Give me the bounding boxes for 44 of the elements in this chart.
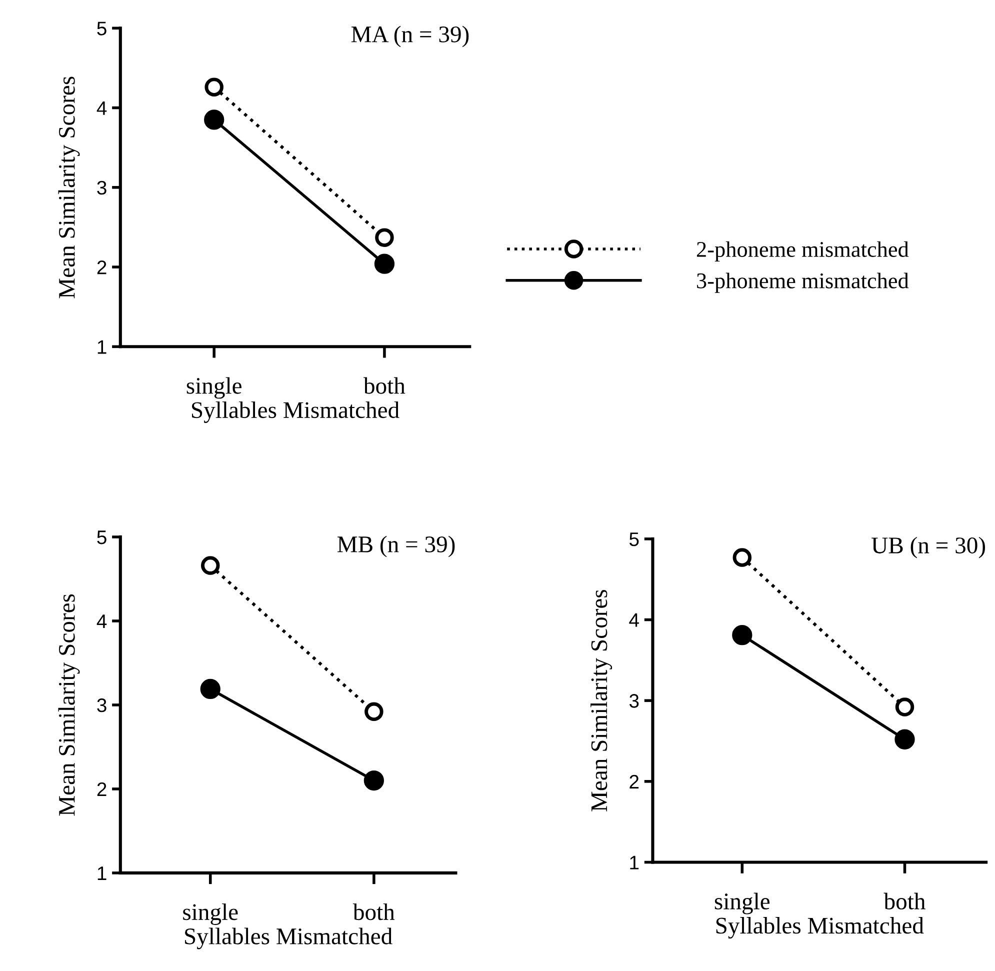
y-tick-label: 4 <box>629 613 639 627</box>
point <box>732 625 752 646</box>
point <box>200 678 220 700</box>
x-tick-label: both <box>884 892 926 910</box>
point <box>374 254 395 274</box>
point <box>204 78 224 96</box>
x-tick-label: single <box>186 377 242 399</box>
y-tick-label: 5 <box>629 532 639 546</box>
chart-title: MA (n = 39) <box>351 26 469 48</box>
text: 2-phoneme mismatched <box>696 241 909 262</box>
y-tick-label: 3 <box>97 698 106 712</box>
y-tick-label: 4 <box>96 101 107 115</box>
y-tick-label: 3 <box>97 180 106 195</box>
y-tick-label: 2 <box>97 260 106 274</box>
text: 3-phoneme mismatched <box>697 272 909 293</box>
point <box>200 556 220 575</box>
y-axis-title: Mean Similarity Scores <box>58 76 80 298</box>
point <box>364 702 384 722</box>
point <box>375 228 394 247</box>
chart-title: MB (n = 39) <box>337 536 455 558</box>
chart-title: UB (n = 30) <box>872 536 986 558</box>
y-tick-label: 1 <box>98 866 106 880</box>
y-tick-label: 2 <box>97 782 106 796</box>
y-tick-label: 4 <box>96 614 107 628</box>
x-axis-title: Syllables Mismatched <box>185 928 392 950</box>
y-axis-title: Mean Similarity Scores <box>590 590 612 812</box>
point <box>204 110 224 130</box>
y-axis-title: Mean Similarity Scores <box>58 594 80 816</box>
x-tick-label: single <box>183 903 238 925</box>
point <box>732 548 752 567</box>
x-axis-title: Syllables Mismatched <box>716 917 924 939</box>
y-tick-label: 5 <box>97 530 106 544</box>
x-tick-label: both <box>363 377 406 394</box>
y-tick-label: 2 <box>630 774 639 788</box>
point <box>894 729 915 750</box>
x-tick-label: single <box>714 892 770 914</box>
x-tick-label: both <box>352 903 395 920</box>
point <box>895 698 914 716</box>
y-tick-label: 3 <box>629 694 639 708</box>
y-tick-label: 1 <box>630 856 639 870</box>
point <box>364 770 384 791</box>
y-tick-label: 5 <box>97 22 106 36</box>
x-axis-title: Syllables Mismatched <box>192 401 400 423</box>
y-tick-label: 1 <box>98 340 106 354</box>
